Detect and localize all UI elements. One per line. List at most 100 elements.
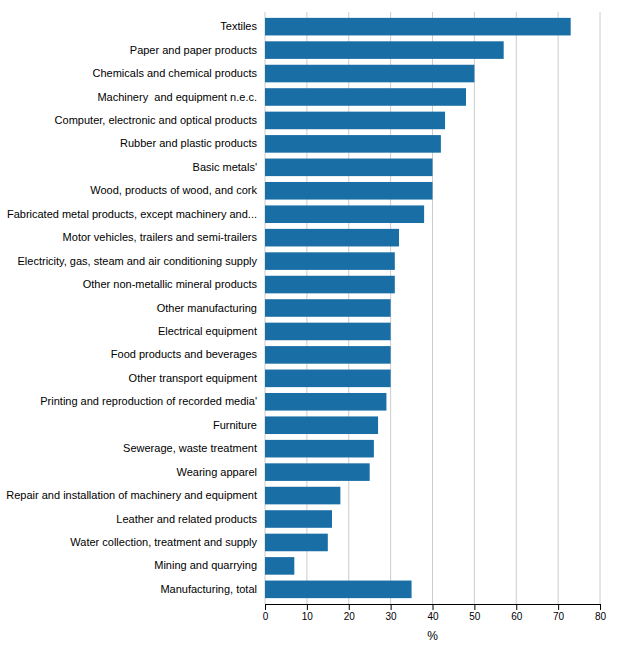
y-tick: Basic metals' <box>193 161 257 173</box>
x-tick: 60 <box>511 604 523 622</box>
y-tick-label: Leather and related products <box>116 513 257 525</box>
y-tick: Leather and related products <box>116 513 257 525</box>
bar <box>265 487 340 505</box>
x-tick: 0 <box>263 604 269 622</box>
y-tick-label: Computer, electronic and optical product… <box>55 114 258 126</box>
x-tick: 80 <box>595 604 607 622</box>
y-tick-label: Food products and beverages <box>111 348 258 360</box>
y-tick: Repair and installation of machinery and… <box>6 489 257 501</box>
bar <box>265 205 424 223</box>
y-tick: Other manufacturing <box>157 302 257 314</box>
x-tick-label: 30 <box>386 611 398 622</box>
bar <box>265 463 370 481</box>
y-tick-label: Other non-metallic mineral products <box>83 278 258 290</box>
y-tick-label: Water collection, treatment and supply <box>70 536 257 548</box>
x-axis-line <box>266 605 601 611</box>
grid <box>265 12 600 604</box>
y-tick: Mining and quarrying <box>154 559 257 571</box>
bar <box>265 299 391 317</box>
bar <box>265 323 391 341</box>
x-tick: 50 <box>469 604 481 622</box>
y-tick-label: Rubber and plastic products <box>120 137 257 149</box>
y-tick: Sewerage, waste treatment <box>123 442 257 454</box>
bar <box>265 65 474 83</box>
bar <box>265 393 386 411</box>
bar <box>265 346 391 364</box>
bar <box>265 182 433 200</box>
y-tick: Wearing apparel <box>176 466 257 478</box>
y-tick: Food products and beverages <box>111 348 258 360</box>
bar <box>265 557 294 575</box>
y-tick-label: Sewerage, waste treatment <box>123 442 257 454</box>
y-tick: Machinery and equipment n.e.c. <box>97 91 257 103</box>
x-tick-mark <box>307 604 308 610</box>
grid-line <box>474 12 475 604</box>
y-tick: Motor vehicles, trailers and semi-traile… <box>63 231 258 243</box>
x-tick-label: 0 <box>263 611 269 622</box>
y-tick-label: Basic metals' <box>193 161 257 173</box>
y-tick-label: Wood, products of wood, and cork <box>90 184 257 196</box>
y-tick-label: Machinery and equipment n.e.c. <box>97 91 257 103</box>
x-tick: 40 <box>427 604 439 622</box>
y-tick-label: Wearing apparel <box>176 466 257 478</box>
bar <box>265 581 412 599</box>
y-tick-label: Mining and quarrying <box>154 559 257 571</box>
y-tick: Other non-metallic mineral products <box>83 278 258 290</box>
y-tick: Water collection, treatment and supply <box>70 536 257 548</box>
x-tick-label: 60 <box>511 611 523 622</box>
y-tick: Paper and paper products <box>130 44 258 56</box>
x-tick: 20 <box>344 604 356 622</box>
bar <box>265 276 395 294</box>
y-axis: Manufacturing, total Mining and quarrying… <box>6 20 257 595</box>
y-tick: Printing and reproduction of recorded me… <box>40 395 257 407</box>
x-tick-mark <box>391 604 392 610</box>
x-tick: 10 <box>302 604 314 622</box>
y-tick: Wood, products of wood, and cork <box>90 184 257 196</box>
bar <box>265 370 391 388</box>
y-tick: Textiles <box>220 20 257 32</box>
bar <box>265 510 332 528</box>
grid-line <box>516 12 517 604</box>
plot: 01020304050607080Manufacturing, totalMin… <box>6 12 606 622</box>
x-tick-label: 80 <box>595 611 607 622</box>
bar <box>265 416 378 434</box>
bar <box>265 252 395 270</box>
y-tick: Other transport equipment <box>129 372 257 384</box>
x-tick: 30 <box>386 604 398 622</box>
bar <box>265 41 504 59</box>
y-tick-label: Furniture <box>213 419 257 431</box>
bar <box>265 440 374 458</box>
grid-line <box>558 12 559 604</box>
y-tick: Electrical equipment <box>158 325 257 337</box>
chart: 01020304050607080Manufacturing, totalMin… <box>0 0 624 650</box>
x-tick-mark <box>265 604 266 610</box>
y-tick-label: Other transport equipment <box>129 372 257 384</box>
x-tick-mark <box>516 604 517 610</box>
x-tick-label: 40 <box>427 611 439 622</box>
y-tick-label: Printing and reproduction of recorded me… <box>40 395 257 407</box>
y-tick-label: Motor vehicles, trailers and semi-traile… <box>63 231 258 243</box>
x-tick-mark <box>474 604 475 610</box>
bar <box>265 159 433 177</box>
x-tick-label: 10 <box>302 611 314 622</box>
y-tick: Electricity, gas, steam and air conditio… <box>18 255 258 267</box>
x-tick-mark <box>433 604 434 610</box>
y-tick-label: Electricity, gas, steam and air conditio… <box>18 255 258 267</box>
y-tick-label: Electrical equipment <box>158 325 257 337</box>
x-tick-label: 50 <box>469 611 481 622</box>
bar <box>265 229 399 247</box>
bar <box>265 135 441 153</box>
bar <box>265 88 466 106</box>
y-tick: Furniture <box>213 419 257 431</box>
grid-line <box>600 12 601 604</box>
y-tick: Fabricated metal products, except machin… <box>7 208 257 220</box>
y-tick: Manufacturing, total <box>160 583 257 595</box>
x-tick-mark <box>349 604 350 610</box>
x-tick-mark <box>600 604 601 610</box>
x-tick-label: 20 <box>344 611 356 622</box>
bar <box>265 534 328 552</box>
bar <box>265 18 571 36</box>
y-tick-label: Paper and paper products <box>130 44 258 56</box>
y-tick-label: Other manufacturing <box>157 302 257 314</box>
bar <box>265 112 445 130</box>
